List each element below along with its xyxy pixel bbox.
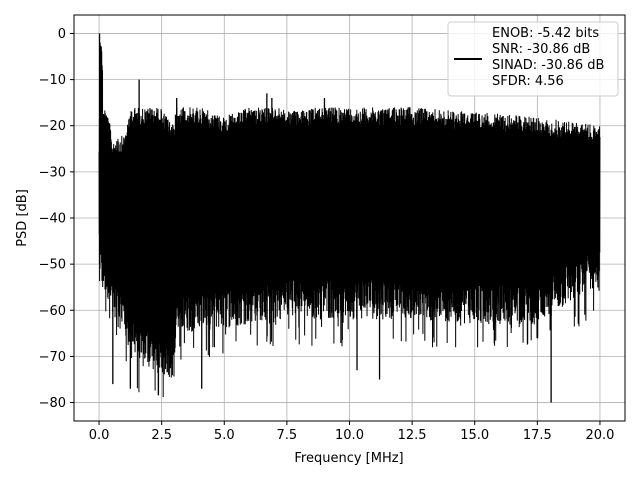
x-tick-label: 12.5 [398,428,427,443]
x-axis-ticks: 0.0 2.5 5.0 7.5 10.0 12.5 15.0 17.5 20.0 [89,421,614,443]
y-tick-label: −70 [39,350,66,365]
y-axis-label: PSD [dB] [15,189,30,247]
y-tick-label: −60 [39,304,66,319]
y-tick-label: 0 [58,27,66,42]
y-tick-label: −10 [39,73,66,88]
y-tick-label: −40 [39,212,66,227]
x-tick-label: 5.0 [214,428,235,443]
legend-entry-enob: ENOB: -5.42 bits [492,26,599,41]
legend-box [447,21,619,97]
y-tick-label: −80 [39,396,66,411]
x-tick-label: 7.5 [277,428,298,443]
x-tick-label: 17.5 [523,428,552,443]
y-tick-label: −50 [39,258,66,273]
x-tick-label: 0.0 [89,428,110,443]
psd-spur-lines [98,33,552,403]
plot-area [98,33,601,403]
x-axis-label: Frequency [MHz] [294,451,403,466]
legend: ENOB: -5.42 bits SNR: -30.86 dB SINAD: -… [447,21,619,97]
psd-trace-line [98,46,601,397]
legend-entry-snr: SNR: -30.86 dB [492,42,590,57]
legend-entry-sfdr: SFDR: 4.56 [492,74,564,89]
x-tick-label: 15.0 [460,428,489,443]
legend-entry-sinad: SINAD: -30.86 dB [492,58,604,73]
x-tick-label: 2.5 [151,428,172,443]
y-tick-label: −20 [39,119,66,134]
y-tick-label: −30 [39,165,66,180]
x-tick-label: 20.0 [585,428,614,443]
y-axis-ticks: 0 −10 −20 −30 −40 −50 −60 −70 −80 [39,27,74,411]
x-tick-label: 10.0 [335,428,364,443]
